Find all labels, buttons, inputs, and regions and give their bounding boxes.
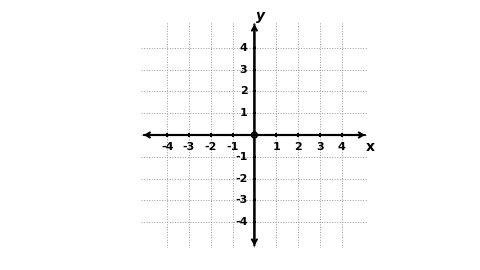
Text: -3: -3 — [235, 195, 247, 205]
Text: 2: 2 — [240, 86, 247, 96]
Text: -4: -4 — [235, 217, 247, 227]
Text: 2: 2 — [294, 142, 302, 152]
Text: 1: 1 — [272, 142, 280, 152]
Text: 4: 4 — [338, 142, 346, 152]
Text: -2: -2 — [235, 174, 247, 184]
Text: y: y — [256, 9, 265, 23]
Text: -1: -1 — [235, 152, 247, 162]
Text: 4: 4 — [240, 43, 247, 53]
Text: -1: -1 — [227, 142, 239, 152]
Text: -3: -3 — [183, 142, 195, 152]
Text: 1: 1 — [240, 108, 247, 118]
Text: -4: -4 — [161, 142, 173, 152]
Text: x: x — [366, 140, 374, 154]
Text: -2: -2 — [204, 142, 217, 152]
Text: 3: 3 — [240, 65, 247, 75]
Text: 3: 3 — [316, 142, 324, 152]
